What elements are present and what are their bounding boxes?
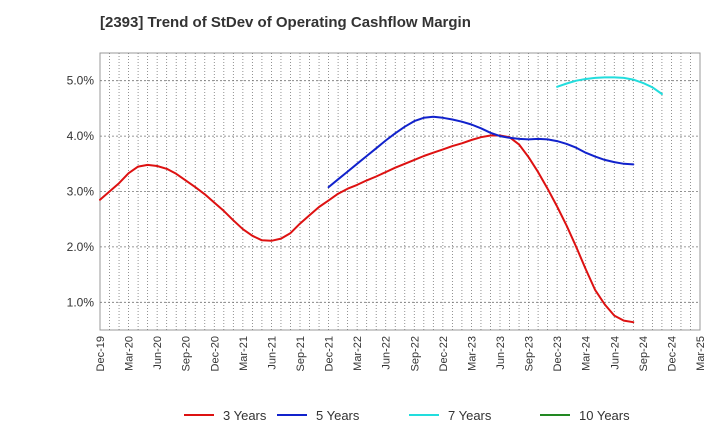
series-line-3-years	[99, 134, 635, 324]
x-tick-label: Jun-21	[266, 336, 278, 370]
series-lines	[99, 76, 663, 324]
legend-item-7-years: 7 Years	[409, 408, 492, 423]
legend-item-5-years: 5 Years	[277, 408, 360, 423]
legend-label: 3 Years	[223, 408, 267, 423]
x-tick-label: Dec-23	[552, 336, 564, 371]
grid-lines	[100, 53, 700, 330]
x-tick-label: Sep-24	[638, 336, 650, 371]
x-tick-label: Mar-22	[352, 336, 364, 371]
x-tick-label: Mar-20	[124, 336, 136, 371]
axis-ticks: 1.0% 2.0% 3.0% 4.0% 5.0% Dec-19 Mar-20 Jun-20 Se…	[67, 74, 707, 372]
x-tick-label: Mar-23	[466, 336, 478, 371]
x-tick-label: Jun-24	[609, 336, 621, 370]
x-tick-label: Dec-19	[95, 336, 107, 371]
x-tick-label: Dec-21	[324, 336, 336, 371]
x-tick-label: Jun-23	[495, 336, 507, 370]
series-line-7-years	[556, 76, 663, 95]
x-tick-label: Sep-23	[524, 336, 536, 371]
x-tick-label: Dec-20	[209, 336, 221, 371]
y-tick-label: 1.0%	[67, 295, 95, 309]
legend-label: 7 Years	[448, 408, 492, 423]
x-tick-label: Dec-24	[666, 336, 678, 371]
x-tick-label: Sep-21	[295, 336, 307, 371]
y-tick-label: 2.0%	[67, 240, 95, 254]
legend-item-10-years: 10 Years	[540, 408, 630, 423]
x-tick-label: Sep-20	[181, 336, 193, 371]
x-tick-label: Dec-22	[438, 336, 450, 371]
legend-item-3-years: 3 Years	[184, 408, 267, 423]
legend-label: 5 Years	[316, 408, 360, 423]
y-tick-label: 4.0%	[67, 129, 95, 143]
x-tick-label: Sep-22	[409, 336, 421, 371]
x-tick-label: Jun-20	[152, 336, 164, 370]
x-tick-label: Mar-25	[695, 336, 707, 371]
series-line-5-years	[327, 115, 635, 189]
legend: 3 Years 5 Years 7 Years 10 Years	[184, 408, 630, 423]
legend-label: 10 Years	[579, 408, 630, 423]
y-tick-label: 5.0%	[67, 74, 95, 88]
chart-title: [2393] Trend of StDev of Operating Cashf…	[100, 14, 471, 31]
x-tick-label: Mar-21	[238, 336, 250, 371]
x-tick-label: Jun-22	[381, 336, 393, 370]
y-tick-label: 3.0%	[67, 185, 95, 199]
x-tick-label: Mar-24	[581, 336, 593, 371]
